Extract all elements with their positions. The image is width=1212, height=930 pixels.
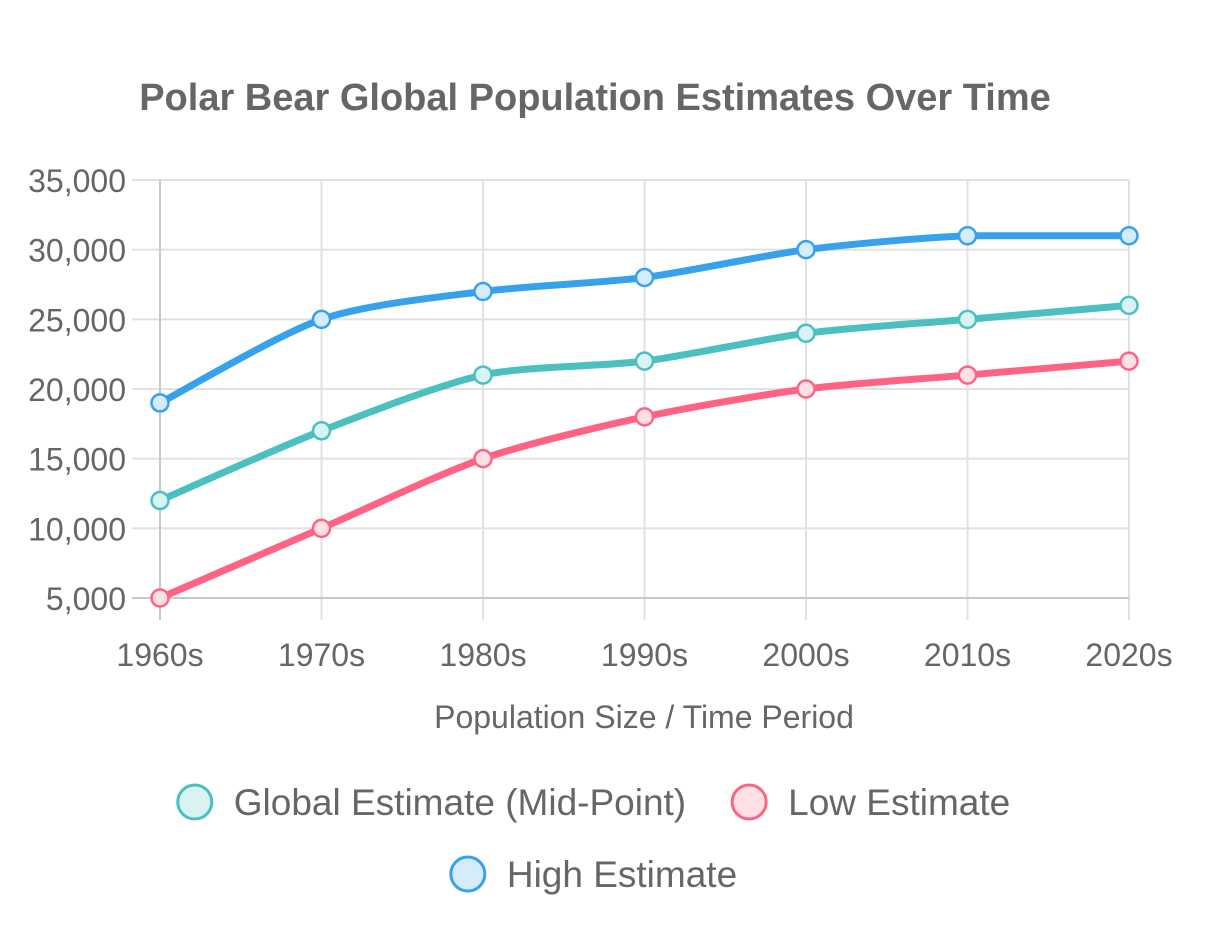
legend-label: Low Estimate xyxy=(788,782,1010,823)
y-tick-label: 35,000 xyxy=(28,163,126,199)
data-point-global-estimate-mid-point[interactable] xyxy=(1119,295,1139,316)
legend-marker-icon xyxy=(449,855,487,893)
y-tick-label: 30,000 xyxy=(28,233,126,269)
data-point-low-estimate[interactable] xyxy=(796,379,816,399)
legend-item-low-estimate[interactable]: Low Estimate xyxy=(730,782,1010,823)
data-point-low-estimate[interactable] xyxy=(311,518,332,539)
legend: Global Estimate (Mid-Point) Low Estimate H… xyxy=(176,782,1010,895)
data-point-global-estimate-mid-point[interactable] xyxy=(473,365,493,385)
data-point-high-estimate[interactable] xyxy=(1119,225,1139,246)
data-point-low-estimate[interactable] xyxy=(1119,351,1139,371)
data-point-high-estimate[interactable] xyxy=(473,281,493,302)
legend-item-high-estimate[interactable]: High Estimate xyxy=(449,854,737,895)
data-point-global-estimate-mid-point[interactable] xyxy=(957,309,978,330)
x-tick-label: 1980s xyxy=(439,637,526,673)
data-point-high-estimate[interactable] xyxy=(957,225,978,246)
y-tick-label: 20,000 xyxy=(28,372,126,408)
x-axis-tick-labels: 1960s 1970s 1980s 1990s 2000s 2010s 2020s xyxy=(116,637,1172,673)
y-tick-label: 5,000 xyxy=(46,581,126,617)
legend-marker-icon xyxy=(730,783,768,821)
y-tick-label: 15,000 xyxy=(28,442,126,478)
chart-title: Polar Bear Global Population Estimates O… xyxy=(139,77,1051,119)
legend-label: Global Estimate (Mid-Point) xyxy=(234,782,686,823)
x-tick-label: 1990s xyxy=(601,637,688,673)
x-tick-label: 1970s xyxy=(278,637,365,673)
x-tick-label: 2000s xyxy=(762,637,849,673)
data-points xyxy=(150,225,1139,608)
y-axis-tick-labels: 5,000 10,000 15,000 20,000 25,000 30,000 35,00… xyxy=(28,163,126,617)
x-tick-label: 1960s xyxy=(116,637,203,673)
grid-lines xyxy=(132,179,1130,620)
x-tick-label: 2010s xyxy=(924,637,1011,673)
data-point-high-estimate[interactable] xyxy=(150,393,170,413)
data-point-global-estimate-mid-point[interactable] xyxy=(311,421,332,441)
data-point-global-estimate-mid-point[interactable] xyxy=(634,351,655,371)
x-axis-label: Population Size / Time Period xyxy=(434,699,854,735)
legend-label: High Estimate xyxy=(507,854,737,895)
x-tick-label: 2020s xyxy=(1085,637,1172,673)
legend-item-global-estimate-mid-point[interactable]: Global Estimate (Mid-Point) xyxy=(176,782,686,823)
data-point-low-estimate[interactable] xyxy=(150,588,170,608)
axes xyxy=(132,180,1129,620)
y-tick-label: 10,000 xyxy=(28,511,126,547)
data-point-global-estimate-mid-point[interactable] xyxy=(796,323,816,344)
legend-marker-icon xyxy=(176,783,214,821)
data-point-high-estimate[interactable] xyxy=(796,239,816,260)
data-point-low-estimate[interactable] xyxy=(957,365,978,385)
data-point-high-estimate[interactable] xyxy=(634,267,655,288)
data-point-low-estimate[interactable] xyxy=(473,448,493,469)
data-point-high-estimate[interactable] xyxy=(311,309,332,330)
data-point-low-estimate[interactable] xyxy=(634,407,655,427)
y-tick-label: 25,000 xyxy=(28,302,126,338)
data-point-global-estimate-mid-point[interactable] xyxy=(150,490,170,511)
